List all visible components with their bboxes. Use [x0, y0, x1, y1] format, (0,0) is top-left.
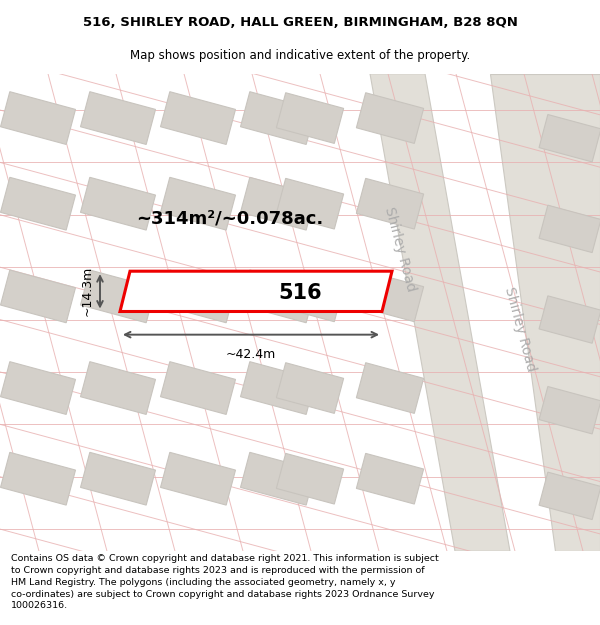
Bar: [80, 92, 155, 144]
Bar: [356, 362, 424, 413]
Bar: [241, 362, 316, 414]
Bar: [1, 452, 76, 505]
Text: 516: 516: [278, 283, 322, 303]
Bar: [356, 92, 424, 143]
Text: Shirley Road: Shirley Road: [502, 286, 538, 374]
Text: ~14.3m: ~14.3m: [81, 266, 94, 316]
Bar: [1, 92, 76, 144]
Bar: [80, 270, 155, 322]
Bar: [1, 270, 76, 322]
Bar: [277, 178, 344, 229]
Bar: [160, 452, 236, 505]
Polygon shape: [370, 74, 510, 551]
Bar: [356, 271, 424, 322]
Text: Shirley Road: Shirley Road: [382, 205, 418, 293]
Bar: [241, 452, 316, 505]
Bar: [80, 362, 155, 414]
Bar: [160, 177, 236, 230]
Bar: [160, 270, 236, 322]
Bar: [1, 177, 76, 230]
Bar: [539, 114, 600, 162]
Bar: [80, 177, 155, 230]
Bar: [160, 362, 236, 414]
Polygon shape: [120, 271, 392, 311]
Bar: [539, 386, 600, 434]
Bar: [539, 296, 600, 343]
Bar: [539, 472, 600, 519]
Bar: [277, 92, 344, 143]
Bar: [277, 362, 344, 413]
Text: ~314m²/~0.078ac.: ~314m²/~0.078ac.: [136, 210, 323, 228]
Text: Map shows position and indicative extent of the property.: Map shows position and indicative extent…: [130, 49, 470, 62]
Text: 516, SHIRLEY ROAD, HALL GREEN, BIRMINGHAM, B28 8QN: 516, SHIRLEY ROAD, HALL GREEN, BIRMINGHA…: [83, 16, 517, 29]
Bar: [277, 453, 344, 504]
Bar: [356, 453, 424, 504]
Bar: [241, 270, 316, 322]
Bar: [1, 362, 76, 414]
Bar: [277, 271, 344, 322]
Text: Contains OS data © Crown copyright and database right 2021. This information is : Contains OS data © Crown copyright and d…: [11, 554, 439, 611]
Text: ~42.4m: ~42.4m: [226, 348, 276, 361]
Bar: [356, 178, 424, 229]
Bar: [80, 452, 155, 505]
Bar: [241, 177, 316, 230]
Polygon shape: [490, 74, 600, 551]
Bar: [539, 205, 600, 252]
Bar: [160, 92, 236, 144]
Bar: [241, 92, 316, 144]
